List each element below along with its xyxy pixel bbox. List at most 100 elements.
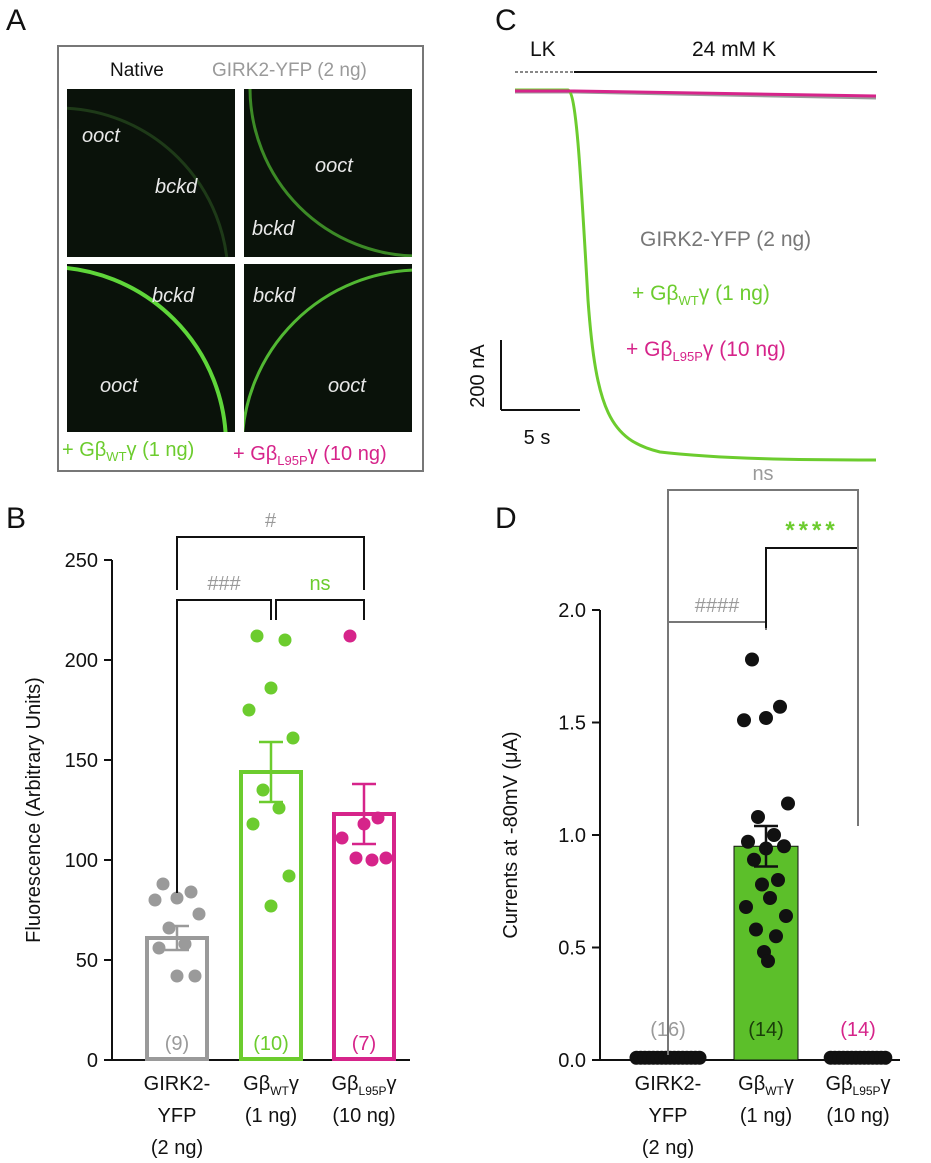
- micrograph-l95p: bckd ooct: [244, 264, 412, 432]
- data-point: [763, 891, 777, 905]
- bar: [332, 812, 396, 1061]
- data-point: [242, 703, 256, 717]
- n-label: (9): [165, 1033, 189, 1055]
- label-ooct: ooct: [328, 375, 367, 397]
- data-point: [767, 828, 781, 842]
- data-point: [741, 834, 755, 849]
- panel-c-letter: C: [495, 4, 517, 37]
- x-category-label: (1 ng): [740, 1105, 792, 1127]
- bar: [239, 770, 303, 1061]
- data-point: [272, 801, 286, 815]
- comparison-bracket: [275, 599, 365, 620]
- data-point: [178, 937, 192, 951]
- data-point: [152, 941, 166, 955]
- data-point: [264, 681, 278, 695]
- y-axis-label: Fluorescence (Arbitrary Units): [23, 677, 45, 943]
- scale-y-label: 200 nA: [467, 344, 489, 408]
- data-point: [737, 713, 751, 728]
- data-point: [148, 893, 162, 907]
- data-point: [749, 922, 763, 937]
- n-label: (7): [352, 1033, 376, 1055]
- data-point: [739, 900, 753, 914]
- panel-c: C LK 24 mM K GIRK2-YFP (2 ng) + GβWTγ (1…: [467, 4, 877, 462]
- label-bckd: bckd: [155, 176, 198, 198]
- panel-d: D 0.0 0.5 1.0 1.5 2.0 Currents at -80mV (μA) (…: [495, 463, 900, 1159]
- comparison-bracket: [667, 489, 859, 1055]
- data-point: [264, 899, 278, 913]
- data-point: [250, 629, 264, 643]
- x-category-label: GβL95Pγ: [331, 1073, 396, 1098]
- data-point: [162, 921, 176, 935]
- lk-label: LK: [530, 38, 556, 61]
- y-tick-label: 1.0: [558, 825, 586, 847]
- x-category-label: YFP: [649, 1105, 688, 1127]
- significance-label: ns: [309, 573, 330, 595]
- data-point: [755, 877, 769, 892]
- legend-girk: GIRK2-YFP (2 ng): [640, 228, 811, 251]
- data-point: [371, 811, 385, 825]
- panel-a: A Native GIRK2-YFP (2 ng) ooct bckd ooct…: [6, 4, 424, 472]
- y-tick-label: 50: [76, 950, 98, 972]
- label-ooct: ooct: [315, 155, 354, 177]
- data-point: [777, 839, 791, 854]
- y-tick-label: 0.5: [558, 938, 586, 960]
- header-native: Native: [110, 60, 164, 81]
- panel-b: B 0 50 100 150 200 250 Fluorescence (Arbitrary…: [6, 502, 410, 1159]
- n-label: (14): [840, 1019, 876, 1041]
- data-point: [751, 810, 765, 824]
- data-point: [256, 783, 270, 797]
- panel-a-frame: [57, 45, 424, 472]
- label-bckd: bckd: [252, 218, 295, 240]
- y-tick-label: 250: [65, 550, 98, 572]
- data-point: [745, 652, 759, 667]
- data-point: [759, 711, 773, 725]
- label-ooct: ooct: [82, 125, 121, 147]
- x-category-label: (2 ng): [151, 1137, 203, 1159]
- comparison-bracket: [176, 599, 272, 893]
- micrograph-wt: bckd ooct: [67, 264, 235, 432]
- y-tick-label: 100: [65, 850, 98, 872]
- data-point: [692, 1050, 707, 1065]
- trace-wt: [515, 88, 877, 462]
- x-category-label: GβL95Pγ: [825, 1073, 890, 1098]
- footer-wt: + GβWTγ (1 ng): [62, 439, 194, 464]
- trace-l95p: [515, 89, 877, 98]
- x-category-label: GIRK2-: [144, 1073, 211, 1095]
- n-label: (10): [253, 1033, 289, 1055]
- label-ooct: ooct: [100, 375, 139, 397]
- x-category-label: GβWTγ: [738, 1073, 794, 1098]
- data-point: [156, 877, 170, 891]
- n-label: (14): [748, 1019, 784, 1041]
- header-girk: GIRK2-YFP (2 ng): [212, 60, 367, 81]
- data-point: [773, 699, 787, 714]
- data-point: [184, 885, 198, 899]
- data-point: [343, 629, 357, 643]
- comparison-bracket: [765, 547, 859, 826]
- significance-label: #: [265, 510, 277, 532]
- data-point: [779, 909, 793, 923]
- y-tick-label: 0.0: [558, 1050, 586, 1072]
- data-point: [246, 817, 260, 831]
- legend-wt: + GβWTγ (1 ng): [632, 282, 770, 308]
- data-point: [769, 929, 783, 944]
- label-bckd: bckd: [253, 285, 296, 307]
- significance-label: ####: [695, 595, 740, 617]
- significance-label: ns: [752, 463, 773, 485]
- x-category-label: (1 ng): [245, 1105, 297, 1127]
- data-point: [170, 891, 184, 905]
- data-point: [771, 873, 785, 887]
- y-tick-label: 150: [65, 750, 98, 772]
- data-point: [335, 831, 349, 845]
- x-category-label: (10 ng): [332, 1105, 395, 1127]
- data-point: [170, 969, 184, 983]
- significance-label: ****: [785, 517, 838, 544]
- data-point: [192, 907, 206, 921]
- data-point: [781, 796, 795, 811]
- k-label: 24 mM K: [692, 38, 776, 61]
- x-category-label: (10 ng): [826, 1105, 889, 1127]
- micrograph-native: ooct bckd: [67, 89, 235, 257]
- x-category-label: GIRK2-: [635, 1073, 702, 1095]
- svg-text:D: D: [495, 502, 517, 535]
- footer-l95p: + GβL95Pγ (10 ng): [233, 443, 387, 468]
- x-category-label: (2 ng): [642, 1137, 694, 1159]
